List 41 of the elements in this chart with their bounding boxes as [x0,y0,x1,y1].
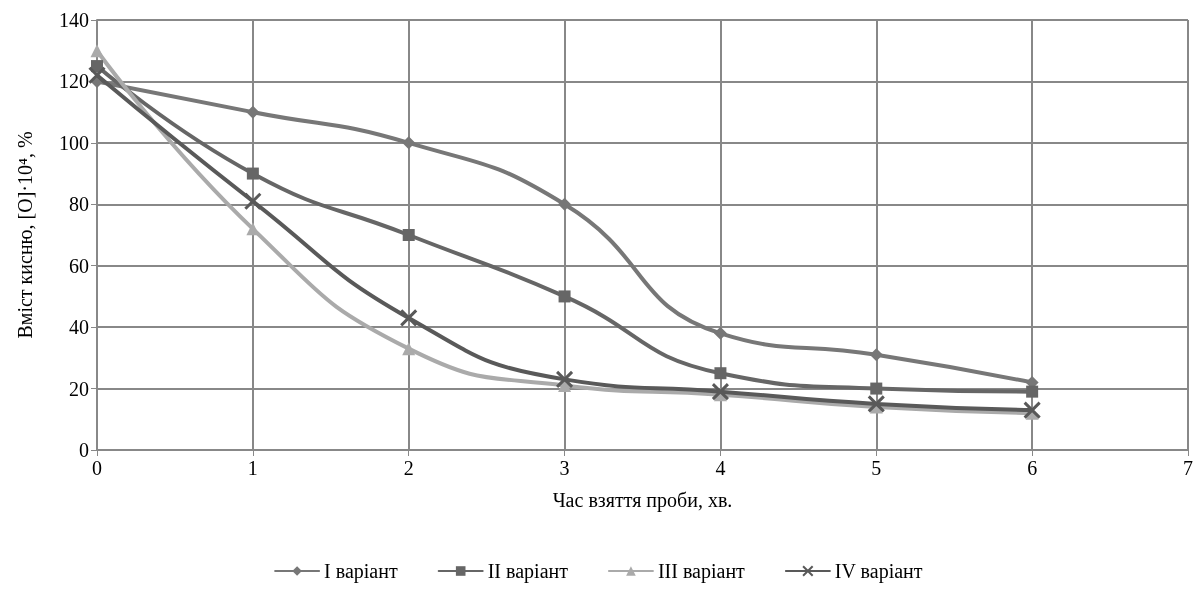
y-tick-label: 40 [69,316,89,339]
point [243,192,262,211]
x-tick-label: 4 [715,457,726,479]
point [246,167,259,180]
point [402,229,415,241]
x-axis-title: Час взяття проби, хв. [552,489,733,512]
x-tick-label: 3 [559,457,570,479]
legend-label: IV варіант [834,560,923,583]
legend-label: III варіант [657,560,746,583]
y-tick-label: 60 [69,254,89,277]
legend-label: I варіант [324,560,398,583]
point [555,370,574,389]
y-tick-label: 100 [59,131,89,154]
x-tick-label: 2 [403,457,414,479]
point [399,308,418,327]
point [713,326,727,340]
point [558,290,571,303]
point [402,136,416,150]
legend-label: II варіант [487,560,569,583]
point [870,382,883,395]
y-axis-title: Вміст кисню, [O]·10⁴, % [14,131,36,339]
x-tick-label: 5 [871,457,882,479]
y-tick-label: 0 [79,439,89,461]
point [558,197,572,211]
point [90,44,104,58]
y-tick-label: 140 [59,9,89,31]
point [402,342,416,356]
x-tick-label: 6 [1027,457,1038,479]
point [88,66,106,85]
y-tick-label: 20 [69,377,89,400]
point [867,394,886,413]
x-tick-label: 1 [247,457,258,479]
point [246,105,260,119]
y-tick-label: 80 [69,193,89,216]
point [1023,401,1042,420]
point [711,382,730,401]
point [714,367,727,380]
y-tick-label: 120 [59,70,89,93]
point [1026,385,1039,398]
x-tick-label: 7 [1183,457,1193,479]
point [869,348,883,362]
